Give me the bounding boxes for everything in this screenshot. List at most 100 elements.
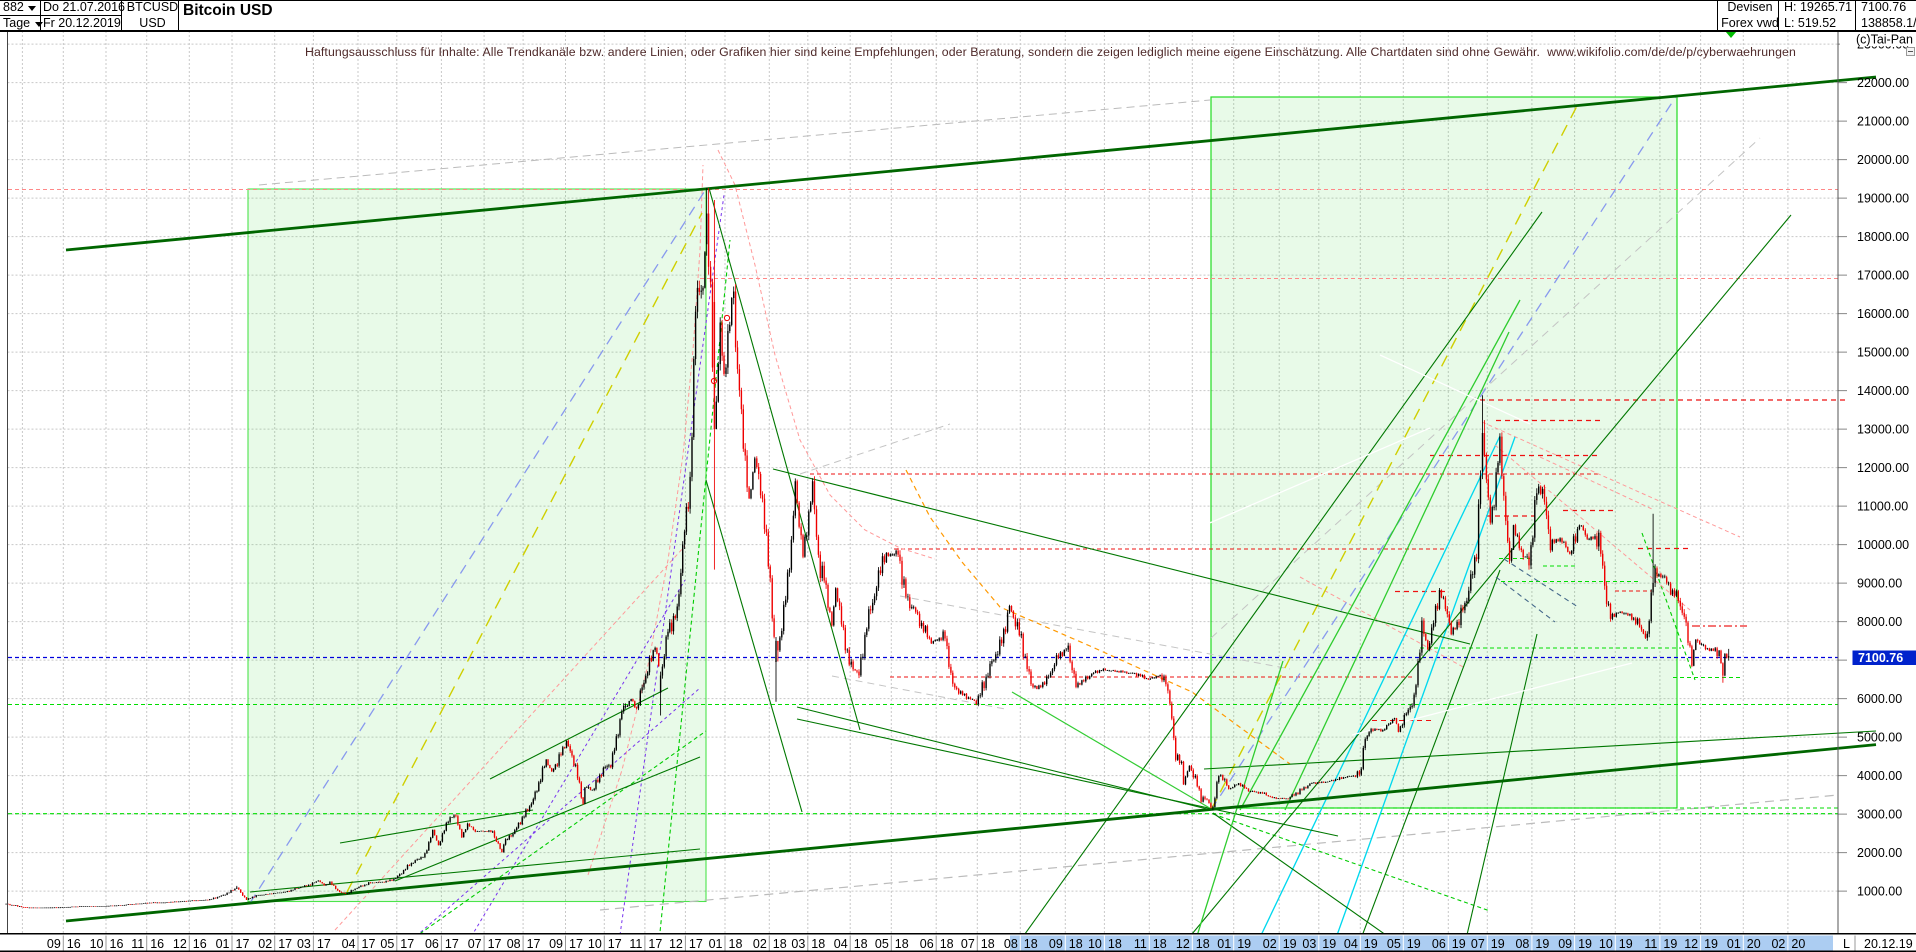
svg-text:11000.00: 11000.00 — [1857, 500, 1908, 514]
svg-text:01: 01 — [1217, 937, 1231, 951]
svg-text:17: 17 — [445, 937, 459, 951]
svg-text:19000.00: 19000.00 — [1857, 192, 1909, 206]
svg-text:09: 09 — [1558, 937, 1572, 951]
svg-text:17: 17 — [400, 937, 414, 951]
svg-text:19: 19 — [1452, 937, 1466, 951]
svg-text:17: 17 — [608, 937, 622, 951]
svg-text:06: 06 — [425, 937, 439, 951]
svg-text:04: 04 — [1344, 937, 1358, 951]
svg-text:2000.00: 2000.00 — [1857, 846, 1902, 860]
svg-text:8000.00: 8000.00 — [1857, 615, 1902, 629]
svg-text:17: 17 — [569, 937, 583, 951]
svg-text:16: 16 — [110, 937, 124, 951]
svg-text:17: 17 — [317, 937, 331, 951]
svg-text:08: 08 — [1515, 937, 1529, 951]
svg-text:10: 10 — [90, 937, 104, 951]
svg-text:20.12.19: 20.12.19 — [1864, 937, 1913, 951]
svg-text:09: 09 — [549, 937, 563, 951]
svg-text:12: 12 — [1176, 937, 1190, 951]
svg-text:18: 18 — [1024, 937, 1038, 951]
svg-text:18: 18 — [773, 937, 787, 951]
svg-text:07: 07 — [961, 937, 975, 951]
svg-text:09: 09 — [47, 937, 61, 951]
svg-text:17: 17 — [362, 937, 376, 951]
svg-text:6000.00: 6000.00 — [1857, 692, 1902, 706]
svg-text:05: 05 — [1387, 937, 1401, 951]
svg-text:3000.00: 3000.00 — [1857, 808, 1902, 822]
svg-text:11: 11 — [1644, 937, 1657, 951]
svg-text:01: 01 — [1727, 937, 1741, 951]
svg-text:18: 18 — [1196, 937, 1210, 951]
svg-text:07: 07 — [468, 937, 482, 951]
svg-text:18: 18 — [895, 937, 909, 951]
svg-text:17: 17 — [236, 937, 250, 951]
svg-text:20: 20 — [1747, 937, 1761, 951]
svg-text:19: 19 — [1283, 937, 1297, 951]
svg-text:9000.00: 9000.00 — [1857, 577, 1902, 591]
svg-text:06: 06 — [920, 937, 934, 951]
svg-text:17: 17 — [527, 937, 541, 951]
svg-text:03: 03 — [297, 937, 311, 951]
svg-text:10: 10 — [1599, 937, 1613, 951]
svg-text:10: 10 — [588, 937, 602, 951]
svg-text:19: 19 — [1704, 937, 1718, 951]
svg-text:05: 05 — [380, 937, 394, 951]
svg-text:4000.00: 4000.00 — [1857, 769, 1902, 783]
svg-text:04: 04 — [834, 937, 848, 951]
svg-text:11: 11 — [1134, 937, 1147, 951]
svg-text:19: 19 — [1619, 937, 1633, 951]
svg-text:12: 12 — [173, 937, 187, 951]
svg-text:15000.00: 15000.00 — [1857, 346, 1909, 360]
svg-text:18: 18 — [1108, 937, 1122, 951]
svg-text:20: 20 — [1791, 937, 1805, 951]
svg-text:06: 06 — [1432, 937, 1446, 951]
svg-text:11: 11 — [629, 937, 642, 951]
svg-text:04: 04 — [342, 937, 356, 951]
svg-text:02: 02 — [258, 937, 272, 951]
svg-text:10: 10 — [1088, 937, 1102, 951]
svg-text:20000.00: 20000.00 — [1857, 153, 1909, 167]
svg-text:12: 12 — [669, 937, 683, 951]
svg-text:19: 19 — [1491, 937, 1505, 951]
svg-text:7100.76: 7100.76 — [1858, 651, 1903, 665]
svg-text:02: 02 — [753, 937, 767, 951]
svg-text:19: 19 — [1237, 937, 1251, 951]
svg-text:02: 02 — [1771, 937, 1785, 951]
svg-text:08: 08 — [507, 937, 521, 951]
svg-text:16: 16 — [67, 937, 81, 951]
svg-text:16: 16 — [150, 937, 164, 951]
svg-text:05: 05 — [875, 937, 889, 951]
svg-text:12000.00: 12000.00 — [1857, 461, 1909, 475]
svg-text:22000.00: 22000.00 — [1857, 76, 1909, 90]
svg-text:21000.00: 21000.00 — [1857, 115, 1909, 129]
svg-text:16000.00: 16000.00 — [1857, 307, 1909, 321]
svg-text:19: 19 — [1578, 937, 1592, 951]
svg-text:07: 07 — [1471, 937, 1485, 951]
svg-text:18: 18 — [729, 937, 743, 951]
svg-text:17: 17 — [689, 937, 703, 951]
svg-text:17: 17 — [648, 937, 662, 951]
svg-text:16: 16 — [193, 937, 207, 951]
svg-text:18: 18 — [940, 937, 954, 951]
svg-text:02: 02 — [1263, 937, 1277, 951]
svg-text:14000.00: 14000.00 — [1857, 384, 1909, 398]
svg-text:03: 03 — [791, 937, 805, 951]
svg-text:5000.00: 5000.00 — [1857, 731, 1902, 745]
svg-text:17000.00: 17000.00 — [1857, 269, 1909, 283]
svg-text:18: 18 — [854, 937, 868, 951]
svg-text:18: 18 — [981, 937, 995, 951]
svg-text:1000.00: 1000.00 — [1857, 885, 1902, 899]
svg-text:19: 19 — [1407, 937, 1421, 951]
svg-text:03: 03 — [1302, 937, 1316, 951]
svg-text:18: 18 — [1153, 937, 1167, 951]
svg-text:01: 01 — [216, 937, 230, 951]
svg-text:19: 19 — [1364, 937, 1378, 951]
svg-text:01: 01 — [709, 937, 723, 951]
svg-text:13000.00: 13000.00 — [1857, 423, 1909, 437]
svg-text:19: 19 — [1322, 937, 1336, 951]
svg-text:09: 09 — [1049, 937, 1063, 951]
svg-text:18: 18 — [1069, 937, 1083, 951]
svg-text:18: 18 — [811, 937, 825, 951]
svg-text:17: 17 — [278, 937, 292, 951]
svg-text:08: 08 — [1004, 937, 1018, 951]
